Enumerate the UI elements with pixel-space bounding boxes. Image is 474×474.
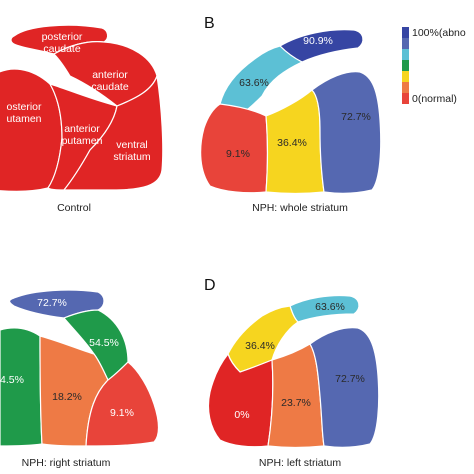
- label-ventral-striatum-2: striatum: [113, 151, 151, 163]
- scale-swatch-6: [402, 27, 409, 38]
- label-posterior-caudate: 90.9%: [303, 35, 333, 47]
- label-ventral-striatum: 72.7%: [335, 373, 365, 385]
- scale-swatch-0: [402, 93, 409, 104]
- label-anterior-caudate: 54.5%: [89, 337, 119, 349]
- label-anterior-caudate-1: anterior: [92, 69, 128, 81]
- label-posterior-putamen: 4.5%: [0, 374, 24, 386]
- label-posterior-putamen: 0%: [234, 409, 249, 421]
- scale-swatch-4: [402, 49, 409, 60]
- label-anterior-caudate: 63.6%: [239, 77, 269, 89]
- scale-swatch-1: [402, 82, 409, 93]
- legend-max-label: 100%(abno: [412, 27, 466, 39]
- scale-swatch-2: [402, 71, 409, 82]
- panel-letter-d: D: [204, 277, 216, 294]
- scale-swatch-5: [402, 38, 409, 49]
- label-anterior-putamen-2: putamen: [62, 135, 103, 147]
- region-ventral-striatum: [63, 75, 164, 191]
- label-anterior-caudate: 36.4%: [245, 340, 275, 352]
- label-posterior-caudate-2: caudate: [43, 43, 81, 55]
- label-anterior-putamen: 18.2%: [52, 391, 82, 403]
- region-anterior-caudate: [53, 41, 158, 107]
- label-posterior-caudate: 72.7%: [37, 297, 67, 309]
- scale-swatch-3: [402, 60, 409, 71]
- label-posterior-putamen-2: utamen: [6, 113, 41, 125]
- label-ventral-striatum-1: ventral: [116, 139, 148, 151]
- region-posterior-putamen: [200, 103, 269, 194]
- region-ventral-striatum: [311, 71, 382, 194]
- panel-a: posterior caudate anterior caudate oster…: [0, 24, 164, 192]
- label-posterior-putamen: 9.1%: [226, 148, 250, 160]
- panel-b: 90.9% 63.6% 9.1% 36.4% 72.7%: [200, 29, 382, 195]
- label-ventral-striatum: 72.7%: [341, 111, 371, 123]
- region-ventral-striatum: [309, 327, 380, 448]
- label-posterior-caudate: 63.6%: [315, 301, 345, 313]
- label-anterior-caudate-2: caudate: [91, 81, 129, 93]
- caption-panel-a: Control: [57, 202, 91, 214]
- panel-letter-b: B: [204, 15, 215, 32]
- panel-c: 72.7% 54.5% 4.5% 18.2% 9.1%: [0, 289, 160, 447]
- region-posterior-putamen: [0, 327, 43, 447]
- caption-panel-b: NPH: whole striatum: [252, 202, 348, 214]
- caption-panel-c: NPH: right striatum: [22, 457, 111, 469]
- label-ventral-striatum: 9.1%: [110, 407, 134, 419]
- legend-min-label: 0(normal): [412, 93, 457, 105]
- label-anterior-putamen: 36.4%: [277, 137, 307, 149]
- label-posterior-putamen-1: osterior: [6, 101, 42, 113]
- label-anterior-putamen-1: anterior: [64, 123, 100, 135]
- region-ventral-striatum: [85, 361, 160, 447]
- caption-panel-d: NPH: left striatum: [259, 457, 342, 469]
- label-posterior-caudate-1: posterior: [42, 31, 83, 43]
- panel-d: 63.6% 36.4% 0% 23.7% 72.7%: [207, 294, 380, 449]
- color-scale-legend: 100%(abno 0(normal): [402, 27, 466, 105]
- label-anterior-putamen: 23.7%: [281, 397, 311, 409]
